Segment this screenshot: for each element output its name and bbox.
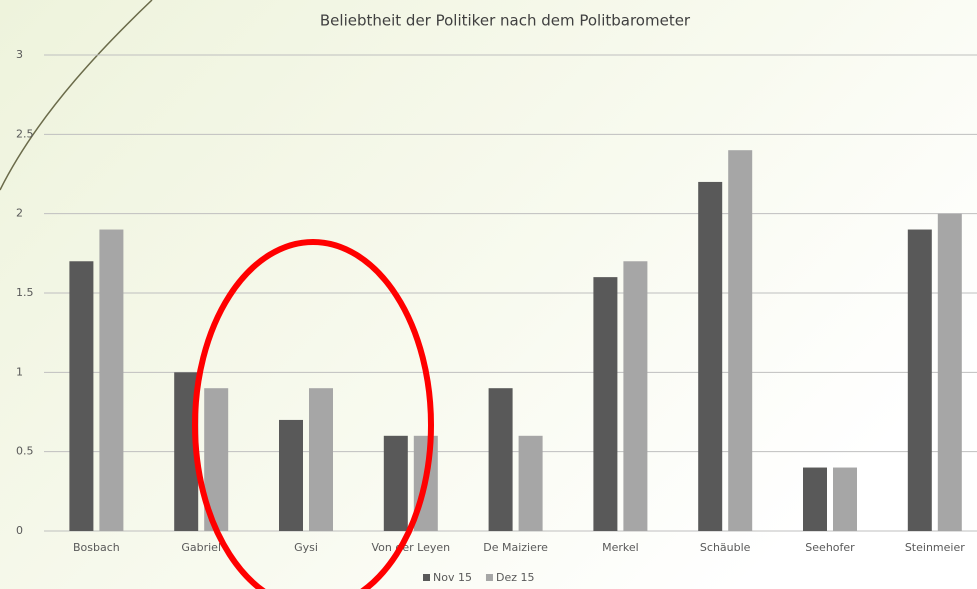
y-tick-label: 2 <box>16 207 23 220</box>
x-tick-label: Schäuble <box>700 541 751 554</box>
x-tick-label: Merkel <box>602 541 639 554</box>
x-tick-label: Gysi <box>294 541 318 554</box>
bar <box>907 229 932 532</box>
bar <box>383 435 408 531</box>
x-tick-label: De Maiziere <box>483 541 548 554</box>
bar <box>279 419 303 531</box>
decoration-curve <box>0 0 153 191</box>
y-tick-label: 3 <box>16 48 23 61</box>
bar <box>518 435 543 531</box>
chart-title: Beliebtheit der Politiker nach dem Polit… <box>320 12 691 30</box>
bar <box>593 277 618 531</box>
legend-swatch <box>485 574 493 581</box>
y-tick-label: 1.5 <box>16 286 34 299</box>
bar <box>488 388 513 531</box>
bar <box>803 467 827 531</box>
x-tick-label: Steinmeier <box>905 541 965 554</box>
legend-swatch <box>423 574 430 581</box>
x-tick-label: Gabriel <box>181 541 221 554</box>
bar <box>937 213 962 531</box>
legend-label: Nov 15 <box>433 571 472 584</box>
x-tick-label: Bosbach <box>73 541 120 554</box>
legend-label: Dez 15 <box>496 571 535 584</box>
y-tick-label: 1 <box>16 365 23 378</box>
annotation-circle <box>192 239 434 589</box>
bar <box>623 261 648 531</box>
y-tick-label: 2.5 <box>16 127 34 140</box>
y-tick-label: 0 <box>16 524 23 537</box>
x-tick-label: Seehofer <box>805 541 855 554</box>
bar <box>728 150 753 531</box>
plot-area: 0 0.5 1 1.5 2 2.5 3 Bosbach Gabriel Gysi Von der L… <box>16 48 977 584</box>
bar <box>69 261 94 531</box>
bar <box>833 467 857 531</box>
bar <box>99 229 124 532</box>
y-tick-label: 0.5 <box>16 445 34 458</box>
bar <box>309 388 333 531</box>
x-tick-label: Von der Leyen <box>372 541 451 554</box>
bar <box>698 181 723 531</box>
